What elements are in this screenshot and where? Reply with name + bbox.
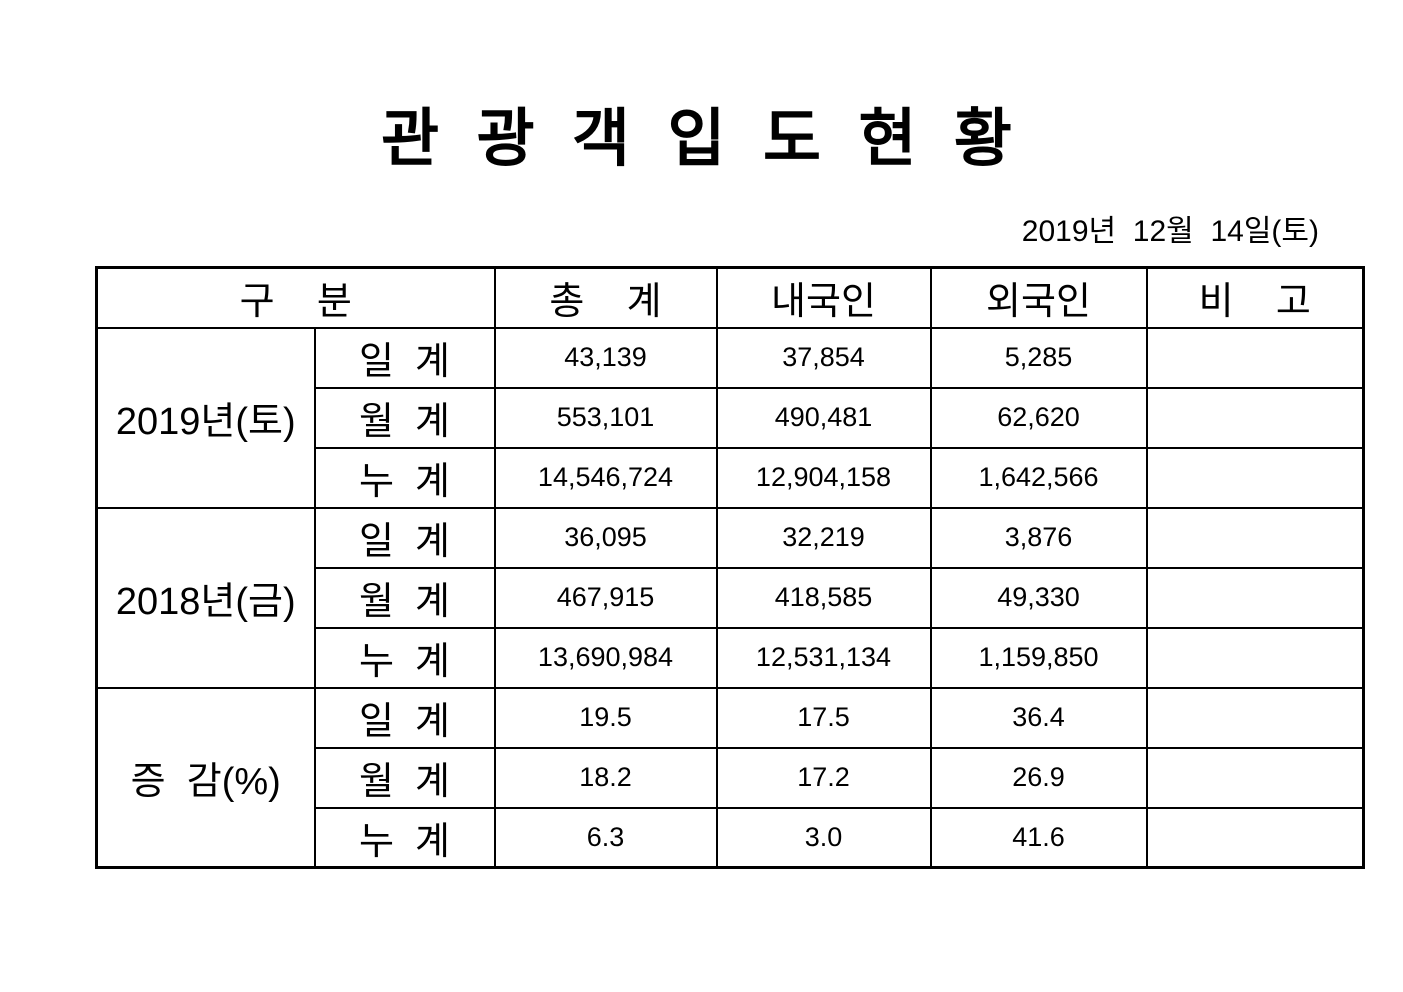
total-value: 19.5 [493, 686, 718, 749]
note-cell [1145, 326, 1365, 389]
domestic-value: 17.5 [715, 686, 932, 749]
group-label-2019: 2019년(토) [95, 326, 316, 509]
group-label-change: 증 감(%) [95, 686, 316, 869]
foreign-value: 1,159,850 [929, 626, 1148, 689]
col-header-domestic: 내국인 [715, 266, 932, 329]
domestic-value: 3.0 [715, 806, 932, 869]
total-value: 13,690,984 [493, 626, 718, 689]
row-label-daily: 일 계 [313, 326, 496, 389]
domestic-value: 32,219 [715, 506, 932, 569]
note-cell [1145, 506, 1365, 569]
row-label-daily: 일 계 [313, 686, 496, 749]
domestic-value: 418,585 [715, 566, 932, 629]
table-row: 누 계 14,546,724 12,904,158 1,642,566 [97, 446, 1365, 509]
col-header-foreign: 외국인 [929, 266, 1148, 329]
table-row: 2018년(금) 일 계 36,095 32,219 3,876 [95, 506, 1365, 689]
table-row: 누 계 6.3 3.0 41.6 [97, 806, 1365, 869]
foreign-value: 36.4 [929, 686, 1148, 749]
col-header-note: 비 고 [1145, 266, 1365, 329]
table-row: 2019년(토) 일 계 43,139 37,854 5,285 [95, 326, 1365, 509]
total-value: 467,915 [493, 566, 718, 629]
table-row: 월 계 553,101 490,481 62,620 [97, 386, 1365, 449]
tourist-stats-table: 구 분 총 계 내국인 외국인 비 고 2019년(토) 일 계 43,139 … [95, 266, 1365, 869]
col-header-total: 총 계 [493, 266, 718, 329]
table-row: 월 계 18.2 17.2 26.9 [97, 746, 1365, 809]
foreign-value: 49,330 [929, 566, 1148, 629]
total-value: 18.2 [493, 746, 718, 809]
note-cell [1145, 746, 1365, 809]
row-label-cumulative: 누 계 [313, 446, 496, 509]
foreign-value: 1,642,566 [929, 446, 1148, 509]
domestic-value: 12,531,134 [715, 626, 932, 689]
note-cell [1145, 686, 1365, 749]
report-date: 2019년 12월 14일(토) [1021, 215, 1319, 248]
note-cell [1145, 386, 1365, 449]
table-header-row: 구 분 총 계 내국인 외국인 비 고 [95, 266, 1365, 329]
domestic-value: 12,904,158 [715, 446, 932, 509]
group-label-2018: 2018년(금) [95, 506, 316, 689]
foreign-value: 5,285 [929, 326, 1148, 389]
total-value: 36,095 [493, 506, 718, 569]
note-cell [1145, 626, 1365, 689]
domestic-value: 17.2 [715, 746, 932, 809]
row-label-monthly: 월 계 [313, 386, 496, 449]
row-label-monthly: 월 계 [313, 566, 496, 629]
foreign-value: 3,876 [929, 506, 1148, 569]
row-label-cumulative: 누 계 [313, 806, 496, 869]
total-value: 14,546,724 [493, 446, 718, 509]
total-value: 43,139 [493, 326, 718, 389]
page-title: 관 광 객 입 도 현 황 [381, 104, 1022, 174]
row-label-cumulative: 누 계 [313, 626, 496, 689]
foreign-value: 62,620 [929, 386, 1148, 449]
note-cell [1145, 566, 1365, 629]
domestic-value: 490,481 [715, 386, 932, 449]
table-row: 월 계 467,915 418,585 49,330 [97, 566, 1365, 629]
domestic-value: 37,854 [715, 326, 932, 389]
foreign-value: 41.6 [929, 806, 1148, 869]
col-header-category: 구 분 [95, 266, 496, 329]
note-cell [1145, 806, 1365, 869]
table-row: 증 감(%) 일 계 19.5 17.5 36.4 [95, 686, 1365, 869]
foreign-value: 26.9 [929, 746, 1148, 809]
row-label-monthly: 월 계 [313, 746, 496, 809]
note-cell [1145, 446, 1365, 509]
total-value: 553,101 [493, 386, 718, 449]
table-row: 누 계 13,690,984 12,531,134 1,159,850 [97, 626, 1365, 689]
row-label-daily: 일 계 [313, 506, 496, 569]
total-value: 6.3 [493, 806, 718, 869]
